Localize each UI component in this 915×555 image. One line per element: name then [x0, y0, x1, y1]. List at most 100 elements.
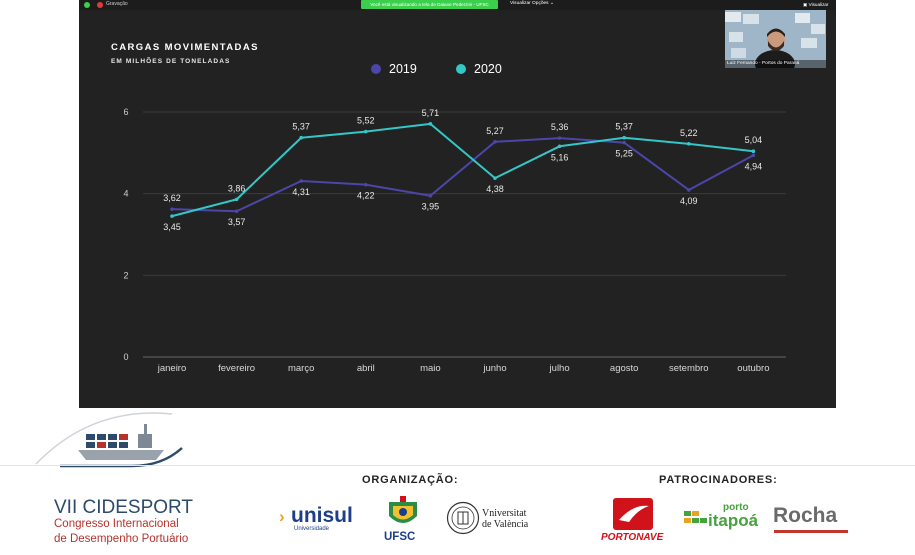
y-tick-label-2: 2: [123, 270, 128, 280]
participant-video[interactable]: Luiz Fernando - Portos do Paraná: [725, 10, 826, 68]
series-line-2020: [171, 122, 754, 218]
participant-name: Luiz Fernando - Portos do Paraná: [725, 60, 826, 68]
data-label-2020-agosto: 5,37: [615, 122, 633, 132]
chart-title: CARGAS MOVIMENTADAS: [111, 42, 259, 53]
data-label-2020-setembro: 5,22: [680, 128, 698, 138]
data-point-2019-julho: [557, 136, 562, 140]
recording-label: Gravação: [106, 1, 128, 7]
data-label-2019-abril: 4,22: [357, 191, 375, 201]
rocha-logo-text: Rocha: [773, 504, 838, 527]
viewer-icon: ▣: [803, 2, 808, 7]
valencia-logo-text-2: de València: [482, 519, 529, 530]
chevron-down-icon: ⌄: [549, 1, 554, 6]
shared-screen: Gravação Você está visualizando a tela d…: [79, 0, 836, 408]
rocha-logo-underline: [774, 530, 848, 533]
data-point-2019-outubro: [751, 153, 756, 158]
data-point-2020-outubro: [751, 149, 756, 153]
security-shield-icon[interactable]: [84, 2, 90, 8]
screen-share-banner: Você está visualizando a tela de Daiane …: [361, 0, 498, 9]
view-options-label: Visualizar Opções: [510, 1, 549, 6]
zoom-toolbar: Gravação Você está visualizando a tela d…: [79, 0, 836, 10]
x-tick-label-agosto: agosto: [610, 363, 639, 374]
data-point-2019-janeiro: [170, 207, 174, 211]
data-label-2020-janeiro: 3,45: [163, 222, 181, 232]
data-point-2019-maio: [428, 193, 433, 198]
data-label-2019-junho: 5,27: [486, 126, 504, 136]
data-label-2019-maio: 3,95: [422, 202, 440, 212]
legend-label-2020: 2020: [474, 62, 502, 76]
data-label-2020-abril: 5,52: [357, 116, 375, 126]
unisul-logo-text: unisul: [291, 504, 353, 527]
data-point-2020-julho: [557, 144, 562, 149]
data-point-2020-maio: [428, 122, 433, 126]
data-point-2020-fevereiro: [234, 197, 239, 202]
legend-label-2019: 2019: [389, 62, 417, 76]
sponsors-label: PATROCINADORES:: [659, 474, 778, 486]
x-tick-label-fevereiro: fevereiro: [218, 363, 255, 374]
data-label-2020-outubro: 5,04: [745, 135, 763, 145]
data-label-2020-março: 5,37: [292, 122, 310, 132]
legend-marker-2020: [456, 64, 466, 74]
data-point-2019-agosto: [622, 140, 626, 145]
record-icon[interactable]: [97, 2, 103, 8]
valencia-seal-icon: [446, 501, 480, 535]
x-tick-label-outubro: outubro: [737, 363, 769, 374]
data-point-2019-março: [299, 179, 303, 183]
itapoa-logo-top: porto: [723, 502, 749, 513]
chart-subtitle: EM MILHÕES DE TONELADAS: [111, 58, 231, 65]
line-chart: 6 4 2 0 janeiro fevereiro março abril maio junho j…: [123, 107, 786, 374]
data-label-2019-julho: 5,36: [551, 122, 569, 132]
data-label-2019-fevereiro: 3,57: [228, 217, 246, 227]
unisul-logo-subtext: Universidade: [294, 526, 330, 532]
ship-logo: [35, 412, 183, 468]
viewer-button[interactable]: ▣ Visualizar: [803, 2, 828, 8]
x-tick-label-janeiro: janeiro: [157, 363, 187, 374]
data-point-2020-agosto: [622, 135, 626, 140]
data-point-2020-março: [299, 135, 303, 140]
portonave-logo-text: PORTONAVE: [601, 532, 664, 543]
event-subtitle-line-1: Congresso Internacional: [54, 518, 179, 530]
data-point-2020-junho: [493, 176, 497, 180]
x-tick-label-setembro: setembro: [669, 363, 709, 374]
x-tick-label-julho: julho: [549, 363, 570, 374]
data-point-2019-abril: [364, 182, 368, 187]
data-point-2020-abril: [364, 129, 368, 134]
ufsc-logo-text: UFSC: [384, 531, 416, 543]
organization-label: ORGANIZAÇÃO:: [362, 474, 459, 486]
event-title: VII CIDESPORT: [54, 497, 194, 518]
footer-divider: [0, 465, 915, 466]
event-footer: VII CIDESPORT Congresso Internacional de…: [0, 408, 915, 555]
y-tick-label-0: 0: [123, 352, 128, 362]
data-label-2019-março: 4,31: [292, 187, 310, 197]
data-point-2020-janeiro: [170, 214, 174, 218]
participant-video-image: [725, 10, 826, 68]
data-label-2020-maio: 5,71: [422, 108, 440, 118]
data-label-2020-julho: 5,16: [551, 152, 569, 162]
data-label-2019-janeiro: 3,62: [163, 193, 181, 203]
data-label-2019-outubro: 4,94: [745, 161, 763, 171]
series-line-2019: [171, 137, 754, 213]
data-label-2020-junho: 4,38: [486, 184, 504, 194]
y-tick-label-6: 6: [123, 107, 128, 117]
portonave-mark-icon: [613, 498, 653, 530]
x-tick-label-junho: junho: [482, 363, 506, 374]
legend-marker-2019: [371, 64, 381, 74]
event-subtitle-line-2: de Desempenho Portuário: [54, 533, 189, 545]
valencia-logo-text-1: Vniversitat: [482, 508, 527, 519]
viewer-label: Visualizar: [808, 2, 829, 7]
x-tick-label-maio: maio: [420, 363, 441, 374]
y-tick-label-4: 4: [123, 189, 128, 199]
data-label-2020-fevereiro: 3,86: [228, 183, 246, 193]
x-tick-label-abril: abril: [357, 363, 375, 374]
data-label-2019-setembro: 4,09: [680, 196, 698, 206]
data-point-2019-setembro: [687, 188, 691, 192]
x-tick-label-março: março: [288, 363, 314, 374]
view-options-button[interactable]: Visualizar Opções ⌄: [510, 1, 554, 6]
data-label-2019-agosto: 5,25: [615, 149, 633, 159]
data-point-2019-fevereiro: [234, 209, 239, 214]
data-point-2020-setembro: [687, 142, 691, 146]
itapoa-containers-icon: [684, 511, 707, 523]
unisul-chevron-icon: ›: [279, 507, 285, 526]
ufsc-crest-icon: [389, 496, 417, 523]
itapoa-logo-text: itapoá: [708, 511, 759, 530]
